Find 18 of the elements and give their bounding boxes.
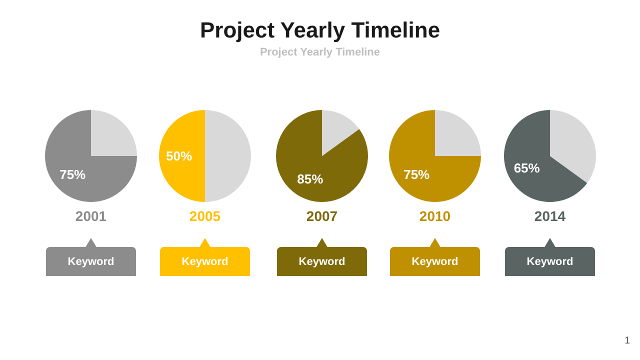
text: 2005 xyxy=(189,208,221,224)
text: 1 xyxy=(624,336,630,346)
text: 2014 xyxy=(534,208,566,224)
text: 2001 xyxy=(75,208,107,224)
data-label: 75% xyxy=(60,166,86,182)
text: Keyword xyxy=(160,247,250,276)
text: 2007 xyxy=(306,208,338,224)
data-label: 85% xyxy=(297,172,324,187)
text: Project Yearly Timeline xyxy=(200,18,440,42)
data-label: 65% xyxy=(514,160,540,176)
data-label: 50% xyxy=(166,148,192,164)
text: Keyword xyxy=(505,247,595,276)
text: Keyword xyxy=(390,247,480,276)
text: Keyword xyxy=(277,247,367,276)
text: Project Yearly Timeline xyxy=(260,46,380,58)
text: Keyword xyxy=(46,247,136,276)
text: 2010 xyxy=(419,208,451,224)
data-label: 75% xyxy=(404,166,430,182)
